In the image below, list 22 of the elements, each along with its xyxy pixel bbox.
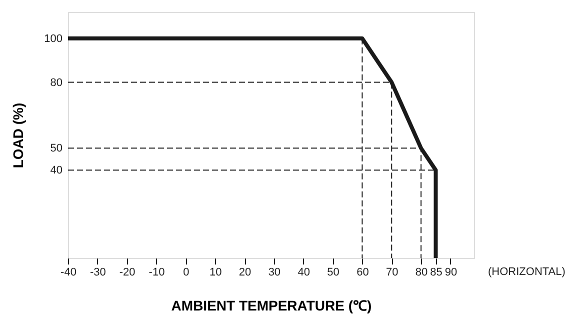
x-tick-label: -30 — [90, 266, 106, 278]
x-tick-label: 85 — [430, 266, 442, 278]
x-tick-label: -10 — [148, 266, 165, 278]
y-tick-label: 50 — [50, 142, 62, 155]
x-tick-label: 30 — [268, 266, 281, 278]
y-tick-label: 80 — [50, 76, 62, 89]
x-tick-label: 60 — [356, 266, 369, 278]
text: (HORIZONTAL) — [488, 266, 566, 278]
y-tick-label: 100 — [44, 32, 62, 45]
x-tick-label: 80 — [415, 266, 428, 278]
y-axis-title: LOAD (%) — [10, 102, 26, 168]
x-tick-label: 70 — [386, 266, 398, 278]
x-tick-label: -20 — [119, 266, 136, 278]
x-tick-label: 40 — [298, 266, 310, 278]
x-tick-label: 90 — [444, 266, 458, 278]
x-tick-label: 0 — [183, 266, 190, 278]
y-tick-label: 40 — [50, 164, 62, 177]
x-tick-label: 20 — [238, 266, 252, 278]
x-tick-label: 50 — [327, 266, 340, 278]
x-axis-title: AMBIENT TEMPERATURE (℃) — [171, 298, 372, 314]
x-tick-label: 10 — [209, 266, 222, 278]
x-tick-label: -40 — [60, 266, 76, 278]
